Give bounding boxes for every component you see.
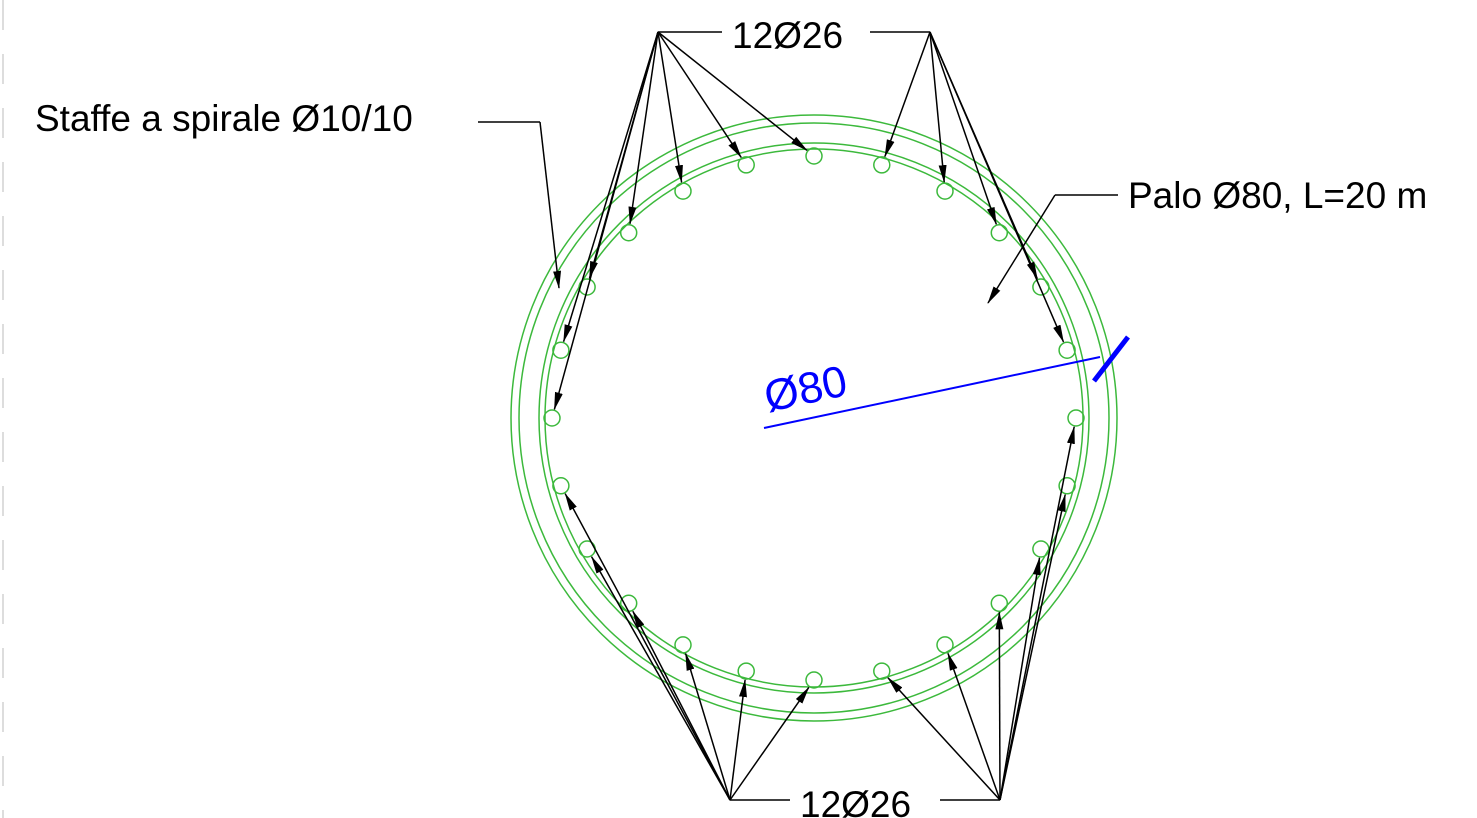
rebar-leader-arrow [553,31,659,411]
top-bars-label: 12Ø26 [732,15,843,56]
rebar-bar [805,147,823,165]
rebar-leader-arrow [929,31,947,184]
pile-concrete-circle [518,122,1110,714]
diameter-tick [1092,335,1130,383]
rebar-bar [578,278,596,296]
rebar-bar [990,223,1009,242]
stirrup-outer-circle [538,142,1090,694]
rebar-leader-arrow [684,652,731,801]
rebar-leader-arrow [729,686,810,801]
rebar-leader-arrow [657,31,808,152]
rebar-bar [619,223,638,242]
rebar-bar [674,182,692,200]
rebar-bar [936,636,954,654]
bottom-bars-label: 12Ø26 [800,784,911,818]
rebar-bar [737,156,755,174]
stirrups-label: Staffe a spirale Ø10/10 [35,98,413,139]
stirrups-leader-arrow [539,121,562,289]
rebar-leader-arrow [947,652,1001,801]
diameter-dimension-line [763,356,1101,429]
rebar-leader-arrow [657,31,683,184]
rebar-leader-arrow [887,676,1001,801]
rebar-leader-arrow [929,31,1065,343]
rebar-leader-arrow [590,555,731,801]
rebar-bar [1058,477,1076,495]
rebar-leader-arrow [564,492,731,801]
rebar-bar [737,662,755,680]
rebar-leader-arrow [562,31,659,343]
rebar-bar [1058,341,1076,359]
diameter-dimension: Ø80 [760,335,1130,429]
rebar-bar [552,477,570,495]
rebar-bar [1032,540,1050,558]
rebar-leader-arrow [999,556,1041,801]
rebar-bar [543,409,561,427]
rebar-bar [619,594,638,613]
rebar-leader-arrow [628,31,659,225]
rebar-bar [990,594,1009,613]
rebar-leader-arrow [657,31,742,159]
stirrup-inner-circle [544,148,1084,688]
pile-leader-arrow [987,194,1056,304]
rebar-bar [936,182,954,200]
text-labels: 12Ø26 12Ø26 Staffe a spirale Ø10/10 Palo… [35,15,1427,818]
rebar-leader-arrow [729,679,747,801]
rebar-leader-arrow [999,493,1066,801]
pile-label: Palo Ø80, L=20 m [1128,175,1427,216]
rebar-leader-arrow [884,31,931,158]
leader-lines [478,31,1118,801]
rebar-bar [1067,409,1085,427]
rebar-bar [552,341,570,359]
rebar-leader-arrow [929,31,998,226]
rebar-bar [873,156,891,174]
rebar-leader-arrow [999,425,1075,801]
rebar-bar [805,671,823,689]
rebar-leader-arrow [995,611,1004,801]
rebar-bar [674,636,692,654]
pile-section-circles [510,114,1118,722]
rebar-bar [873,662,891,680]
rebar-bar [1032,278,1050,296]
rebar-bars [543,147,1085,689]
pile-outer-circle [510,114,1118,722]
